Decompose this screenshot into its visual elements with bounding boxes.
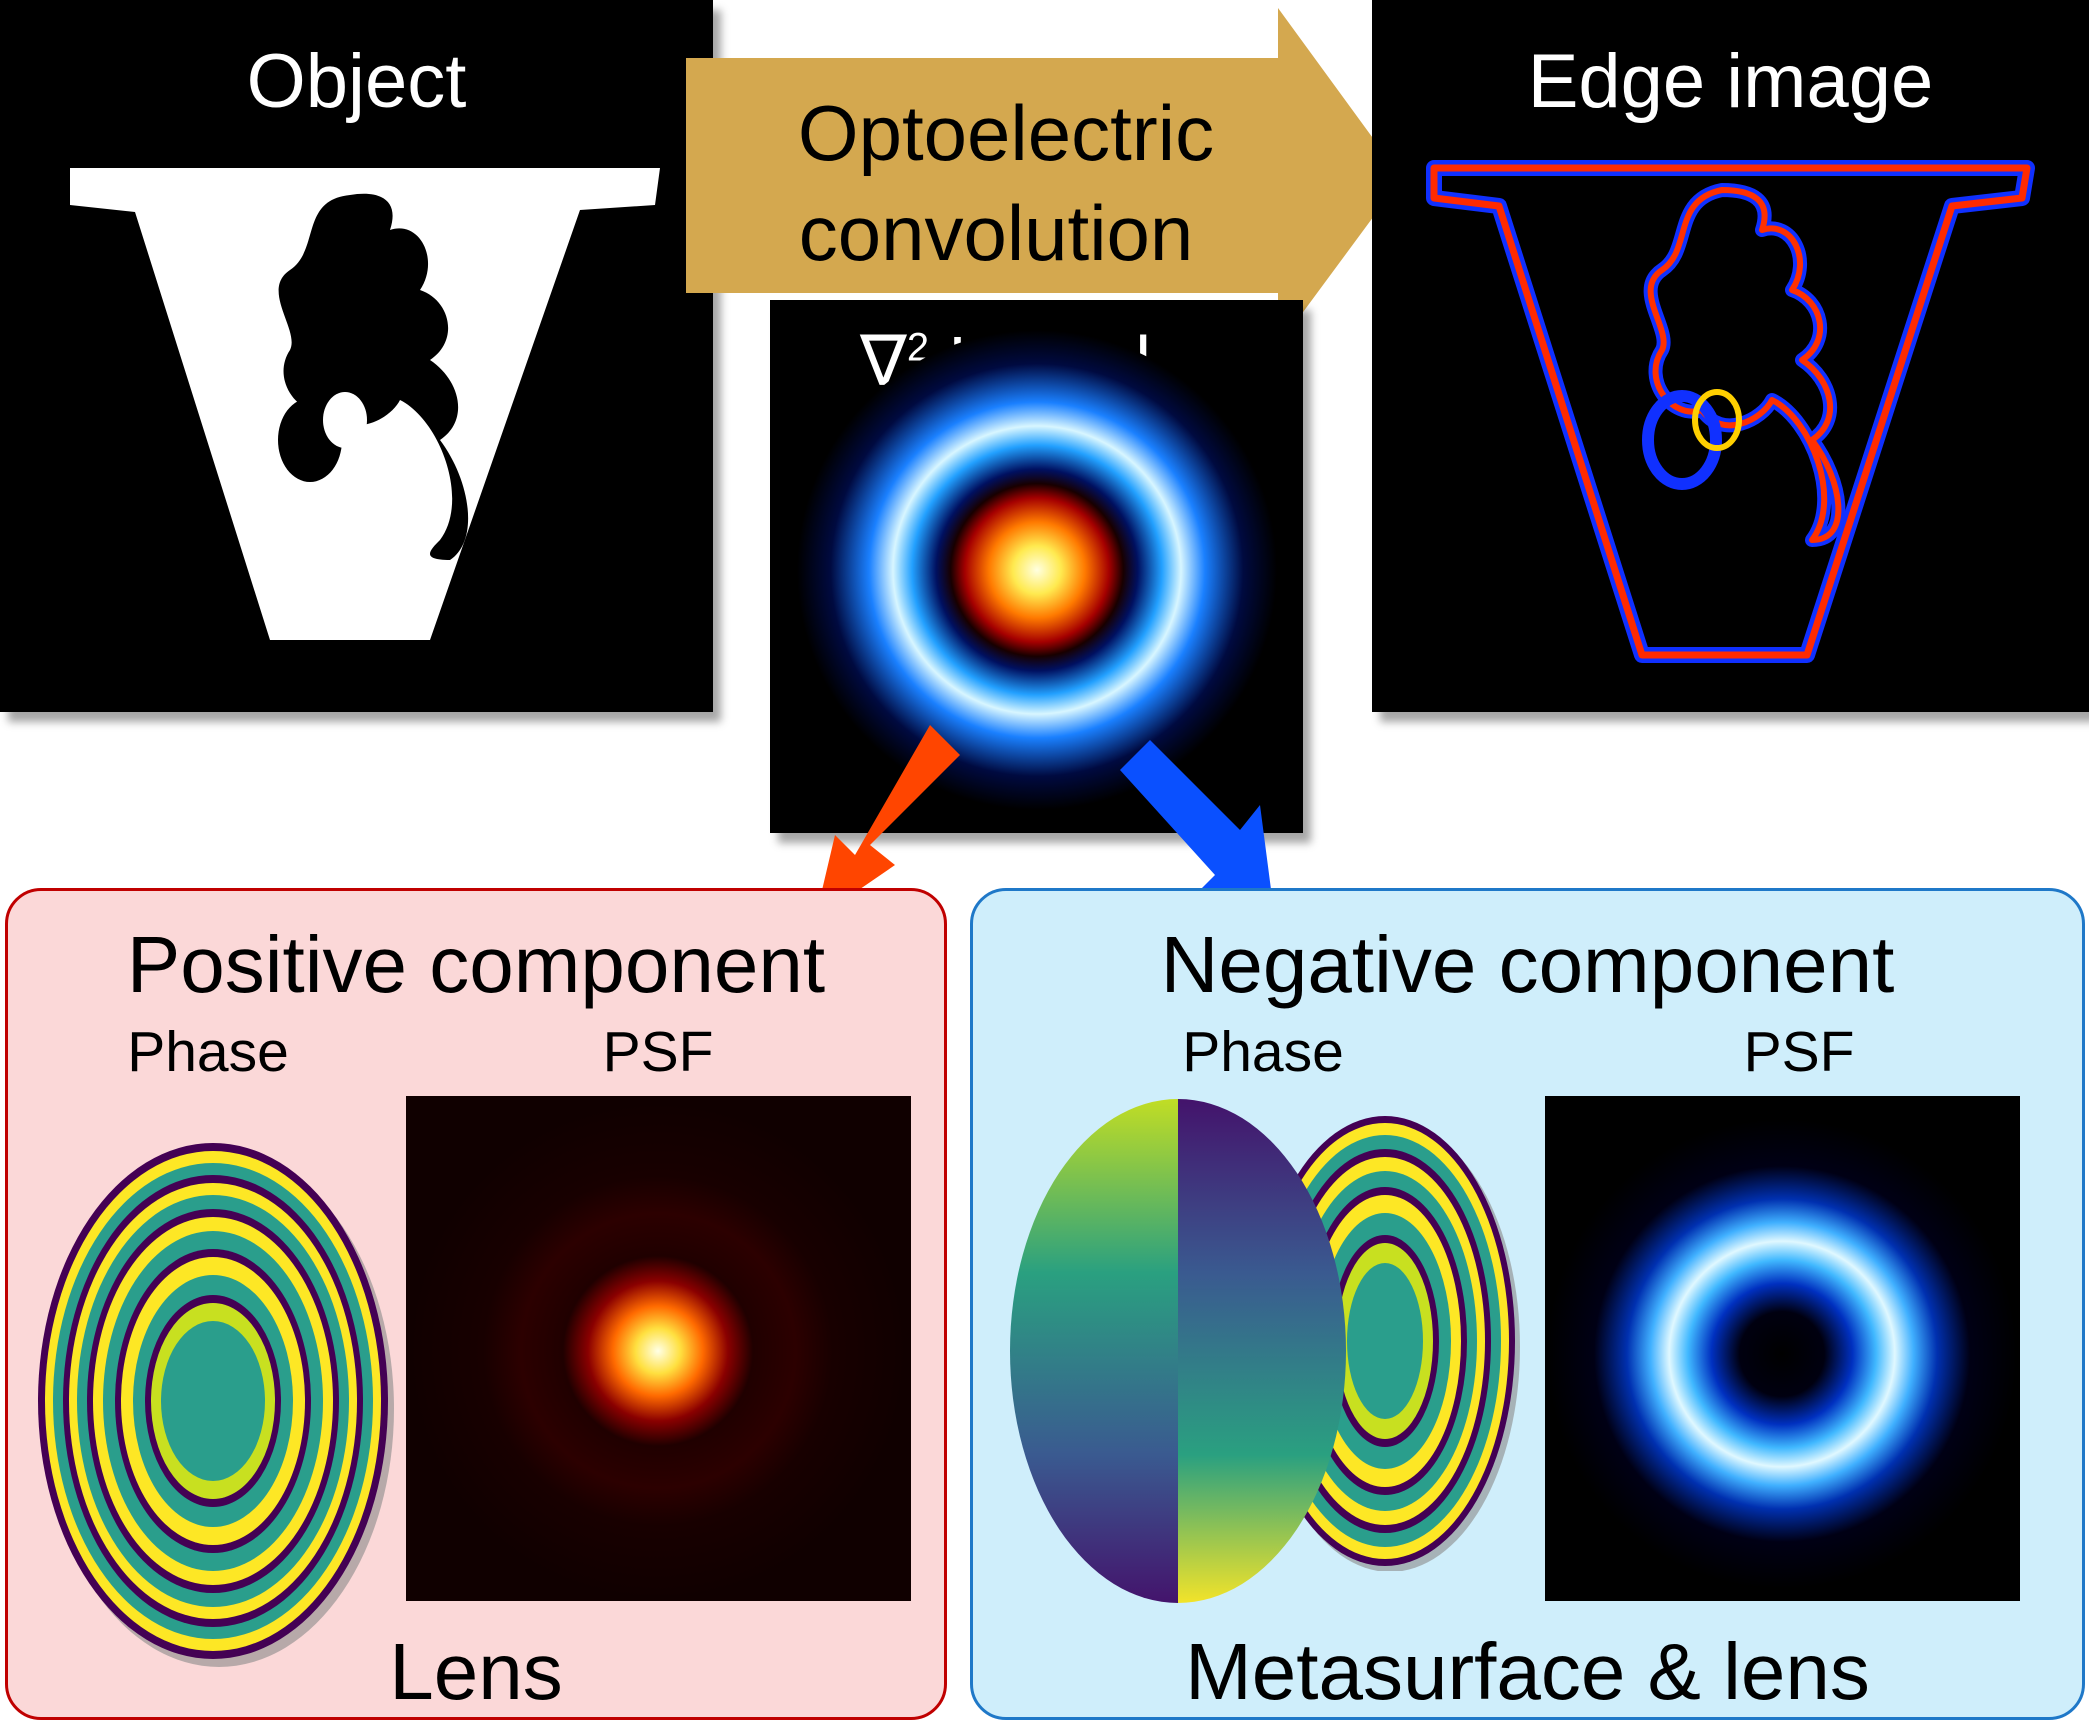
negative-psf-label: PSF bbox=[1743, 1020, 1855, 1084]
negative-phase-label: Phase bbox=[1182, 1020, 1344, 1084]
edge-v-image bbox=[1426, 160, 2035, 663]
negative-psf-image bbox=[1545, 1096, 2020, 1601]
edge-panel: Edge image bbox=[1372, 0, 2089, 712]
positive-component-box: Positive component Phase PSF Lens bbox=[5, 888, 947, 1720]
negative-arrow bbox=[1120, 740, 1275, 920]
positive-psf-image bbox=[406, 1096, 911, 1601]
edge-title: Edge image bbox=[1527, 39, 1934, 124]
positive-arrow bbox=[815, 725, 960, 920]
negative-component-box: Negative component Phase PSF bbox=[970, 888, 2085, 1720]
kernel-panel: ∇2 Kernel bbox=[770, 300, 1303, 833]
negative-title: Negative component bbox=[1160, 920, 1895, 1009]
object-title: Object bbox=[246, 39, 467, 124]
object-panel: Object bbox=[0, 0, 713, 712]
positive-title: Positive component bbox=[126, 920, 826, 1009]
kernel-image bbox=[797, 330, 1277, 810]
vanderbilt-v-logo bbox=[70, 168, 660, 640]
negative-footer: Metasurface & lens bbox=[1185, 1627, 1870, 1716]
positive-phase-label: Phase bbox=[127, 1020, 289, 1084]
process-arrow bbox=[686, 8, 1402, 346]
vortex-metasurface bbox=[1010, 1099, 1346, 1603]
process-arrow-line1: Optoelectric bbox=[797, 89, 1215, 177]
positive-psf-label: PSF bbox=[602, 1020, 714, 1084]
process-arrow-line2: convolution bbox=[798, 189, 1194, 277]
positive-footer: Lens bbox=[389, 1627, 563, 1716]
positive-phase-lens bbox=[38, 1143, 394, 1667]
